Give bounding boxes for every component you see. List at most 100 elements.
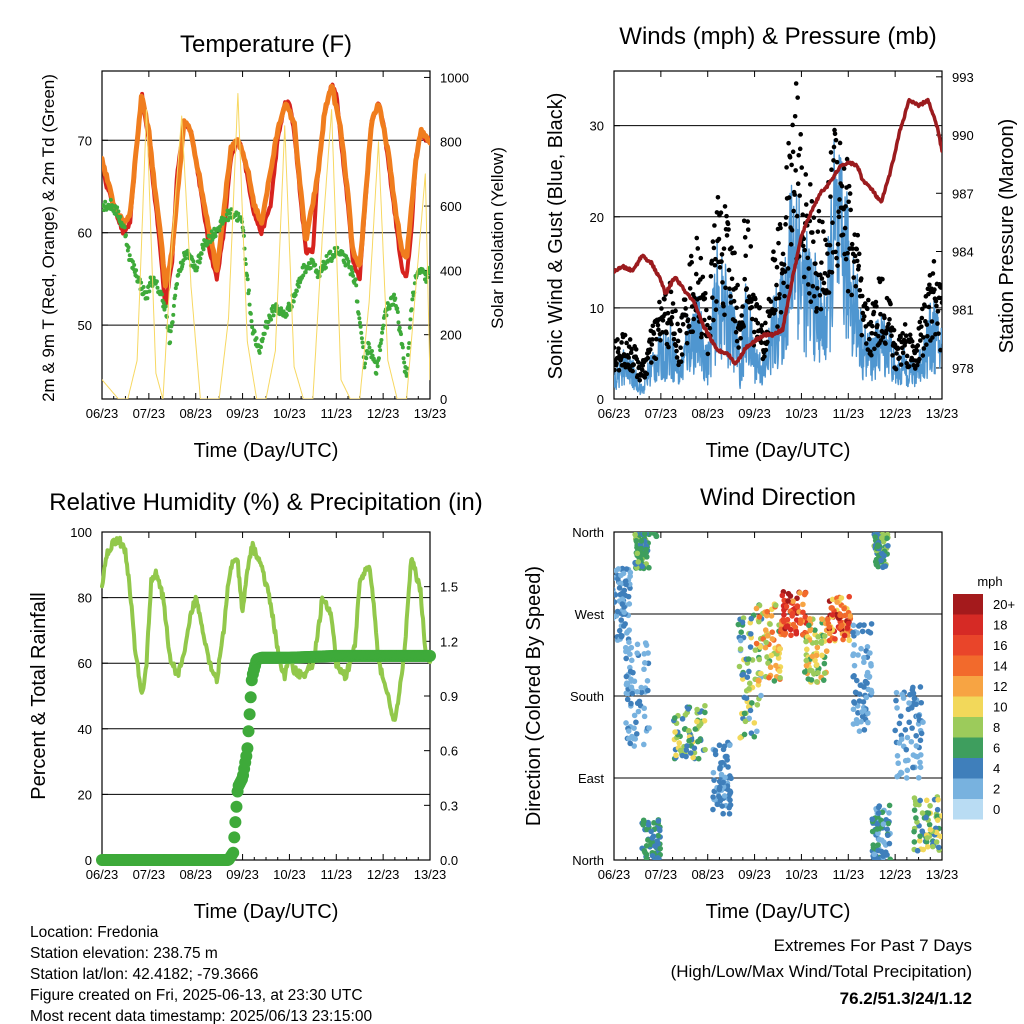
gust-point (930, 271, 936, 276)
gust-point (781, 262, 787, 267)
direction-point (879, 550, 885, 557)
direction-point (789, 610, 796, 617)
gust-point (669, 314, 675, 320)
y2-tick-label: 200 (440, 328, 462, 343)
gust-point (710, 295, 715, 300)
direction-point (929, 843, 936, 850)
direction-point (794, 603, 801, 609)
gust-point (900, 331, 905, 336)
dewpoint-point (171, 303, 176, 308)
humidity-panel: Relative Humidity (%) & Precipitation (i… (28, 489, 483, 923)
gust-point (796, 152, 801, 158)
gust-point (726, 267, 732, 273)
legend-label: 14 (993, 659, 1007, 674)
gust-point (825, 273, 831, 278)
gust-point (934, 303, 939, 309)
precip-point (229, 816, 242, 829)
direction-point (790, 598, 796, 604)
direction-point (720, 810, 726, 817)
gust-point (874, 304, 879, 309)
direction-point (757, 644, 764, 650)
gust-point (655, 322, 661, 328)
direction-point (865, 710, 871, 717)
direction-point (762, 644, 769, 651)
gust-point (868, 349, 873, 354)
direction-point (851, 662, 858, 669)
dewpoint-point (281, 309, 286, 314)
footer-created: Figure created on Fri, 2025-06-13, at 23… (30, 987, 363, 1004)
direction-point (771, 678, 778, 684)
direction-point (628, 657, 635, 664)
gust-point (856, 263, 862, 269)
gust-point (891, 327, 897, 333)
direction-point (874, 826, 880, 832)
direction-point (746, 686, 752, 692)
gust-point (738, 336, 743, 341)
direction-point (752, 647, 759, 653)
legend-swatch (953, 635, 983, 656)
gust-point (720, 280, 725, 285)
gust-point (821, 229, 826, 234)
gust-point (851, 275, 856, 280)
direction-point (641, 532, 648, 537)
gust-point (927, 282, 932, 288)
gust-point (886, 321, 891, 327)
direction-point (645, 650, 651, 656)
precip-point (242, 725, 255, 738)
direction-point (764, 608, 770, 615)
direction-point (614, 567, 619, 574)
direction-point (904, 767, 911, 774)
gust-point (864, 341, 869, 346)
gust-point (736, 345, 741, 350)
gust-point (719, 259, 724, 264)
direction-point (867, 650, 873, 656)
gust-point (636, 364, 642, 370)
direction-point (793, 628, 800, 635)
gust-point (793, 81, 799, 86)
gust-point (783, 222, 788, 227)
direction-point (861, 684, 867, 690)
direction-point (837, 612, 843, 619)
direction-point (739, 676, 746, 682)
dewpoint-point (170, 320, 175, 325)
direction-point (887, 856, 894, 860)
gust-point (847, 191, 853, 196)
gust-point (724, 233, 730, 238)
direction-point (727, 773, 733, 779)
direction-point (935, 844, 942, 851)
direction-point (844, 624, 851, 631)
gust-point (716, 236, 722, 242)
direction-point (695, 755, 702, 762)
gust-point (726, 227, 731, 232)
direction-point (753, 605, 760, 612)
gust-point (713, 307, 719, 313)
direction-point (851, 673, 857, 679)
direction-point (710, 806, 716, 813)
direction-point (633, 731, 640, 737)
direction-point (618, 633, 625, 640)
gust-point (834, 255, 839, 261)
gust-point (669, 321, 674, 327)
direction-point (908, 738, 915, 745)
direction-point (854, 630, 861, 636)
winds-title: Winds (mph) & Pressure (mb) (619, 23, 936, 50)
y-tick-label: North (572, 853, 604, 868)
direction-point (826, 624, 833, 630)
direction-point (631, 743, 638, 749)
dewpoint-point (408, 317, 413, 322)
direction-point (684, 743, 690, 749)
dewpoint-point (173, 286, 178, 291)
direction-point (910, 764, 916, 771)
direction-point (813, 661, 820, 668)
direction-point (740, 615, 747, 621)
gust-point (871, 309, 877, 315)
direction-point (614, 599, 618, 605)
direction-point (834, 599, 840, 605)
x-tick-label: 12/23 (879, 406, 912, 421)
direction-point (634, 650, 641, 656)
direction-point (628, 644, 635, 651)
gust-point (919, 324, 924, 329)
gust-point (672, 331, 677, 337)
direction-point (855, 652, 861, 658)
direction-point (622, 644, 629, 651)
